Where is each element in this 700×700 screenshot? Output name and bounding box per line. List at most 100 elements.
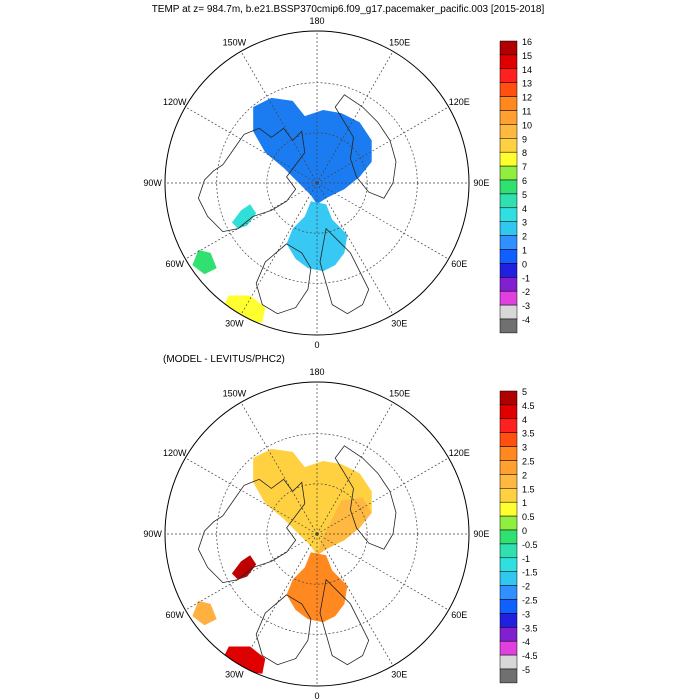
colorbar-tick-label: 4 [522, 204, 527, 214]
longitude-label: 150W [223, 38, 247, 48]
colorbar-swatch [499, 613, 518, 628]
meridian-line [185, 457, 318, 535]
coastline [334, 445, 397, 550]
colorbar-swatch [499, 432, 518, 447]
colorbar-tick-label: 7 [522, 162, 527, 172]
colorbar-tick-label: 12 [522, 93, 532, 103]
longitude-label: 180 [309, 16, 324, 26]
coastline [255, 243, 312, 315]
meridian-line [316, 402, 394, 535]
meridian-line [185, 182, 318, 260]
colorbar-swatch [499, 390, 518, 406]
colorbar-swatch [499, 474, 518, 489]
colorbar-swatch [499, 54, 518, 70]
field-baffin-bay [231, 204, 257, 229]
colorbar-tick-label: 3 [522, 218, 527, 228]
colorbar-tick-label: -2 [522, 287, 530, 297]
meridian-line [316, 182, 449, 260]
colorbar-swatch [499, 599, 518, 614]
colorbar-tick-label: -4 [522, 637, 530, 647]
colorbar-tick-label: 11 [522, 107, 531, 117]
meridian-line [316, 182, 394, 315]
field-labrador-sea [192, 600, 217, 626]
coastline [319, 227, 370, 315]
colorbar-swatch [499, 290, 518, 306]
meridian-line [316, 106, 449, 184]
colorbar-swatch [499, 318, 518, 334]
colorbar-swatch [499, 193, 518, 209]
longitude-label: 30W [225, 318, 244, 328]
colorbar-swatch [499, 460, 518, 475]
colorbar-tick-label: -3 [522, 609, 530, 619]
colorbar-swatch [499, 543, 518, 559]
colorbar-swatch [499, 82, 518, 97]
colorbar-tick-label: 1 [522, 498, 527, 508]
meridian-line [240, 182, 318, 315]
panel-2-difference-map: 180 150E 120E 90E 60E 30E 0 30W 60W 90W 120W 150W [143, 367, 489, 700]
colorbar-tick-label: 10 [522, 120, 532, 130]
longitude-label: 150E [389, 389, 410, 399]
colorbar-swatch [499, 68, 518, 83]
colorbar-tick-label: 5 [522, 190, 527, 200]
meridian-line [240, 533, 318, 666]
field-eurasian-basin [317, 497, 372, 556]
colorbar-tick-label: -0.5 [522, 540, 538, 550]
colorbar-swatch [499, 124, 518, 139]
colorbar-swatch [499, 446, 518, 461]
coastline [319, 578, 370, 666]
panel-1-temperature-map: 180 150E 120E 90E 60E 30E 0 30W 60W 90W 120W 150W [143, 16, 489, 350]
colorbar-swatch [499, 165, 518, 181]
colorbar-swatch [499, 668, 518, 684]
colorbar-swatch [499, 654, 518, 670]
meridian-line [185, 106, 318, 184]
longitude-label: 120W [163, 448, 187, 458]
longitude-label: 90W [143, 529, 162, 539]
colorbar-swatch [499, 249, 518, 264]
meridian-line [240, 51, 318, 184]
colorbar-swatch [499, 40, 518, 56]
colorbar-swatch [499, 488, 518, 503]
colorbar-tick-label: -3 [522, 301, 530, 311]
longitude-label: 30E [391, 669, 407, 679]
map-boundary [164, 381, 470, 687]
longitude-label: 120W [163, 97, 187, 107]
longitude-label: 150E [389, 38, 410, 48]
panel-2-colorbar: 5 4.5 4 3.5 3 2.5 2 1.5 1 0.5 0 -0.5 -1 -1.5 -2 -2.5 -3 -… [499, 387, 538, 684]
longitude-label: 60W [165, 610, 184, 620]
longitude-label: 60W [165, 259, 184, 269]
colorbar-swatch [499, 501, 518, 517]
colorbar-tick-label: 2 [522, 470, 527, 480]
longitude-label: 30W [225, 669, 244, 679]
colorbar-tick-label: -4 [522, 315, 530, 325]
colorbar-tick-label: 4 [522, 415, 527, 425]
colorbar-swatch [499, 585, 518, 600]
colorbar-swatch [499, 304, 518, 320]
colorbar-swatch [499, 235, 518, 250]
colorbar-swatch [499, 640, 518, 656]
colorbar-swatch [499, 179, 518, 195]
map-boundary [164, 30, 470, 336]
colorbar-swatch [499, 263, 518, 278]
colorbar-swatch [499, 404, 518, 420]
colorbar-tick-label: 3 [522, 443, 527, 453]
longitude-label: 90E [473, 178, 489, 188]
coastline [255, 594, 312, 666]
longitude-label: 60E [451, 259, 467, 269]
longitude-label: 180 [309, 367, 324, 377]
colorbar-tick-label: 5 [522, 387, 527, 397]
colorbar-tick-label: -2.5 [522, 596, 538, 606]
longitude-label: 120E [449, 97, 470, 107]
colorbar-tick-label: 0.5 [522, 512, 535, 522]
longitude-label: 90E [473, 529, 489, 539]
colorbar-swatch [499, 207, 518, 222]
colorbar-tick-label: -2 [522, 582, 530, 592]
field-labrador-sea [192, 249, 217, 275]
colorbar-swatch [499, 96, 518, 111]
colorbar-swatch [499, 277, 518, 292]
colorbar-tick-label: 8 [522, 148, 527, 158]
longitude-label: 30E [391, 318, 407, 328]
colorbar-tick-label: 9 [522, 134, 527, 144]
colorbar-tick-label: 2.5 [522, 457, 535, 467]
figure-title: TEMP at z= 984.7m, b.e21.BSSP370cmip6.f0… [152, 4, 545, 15]
